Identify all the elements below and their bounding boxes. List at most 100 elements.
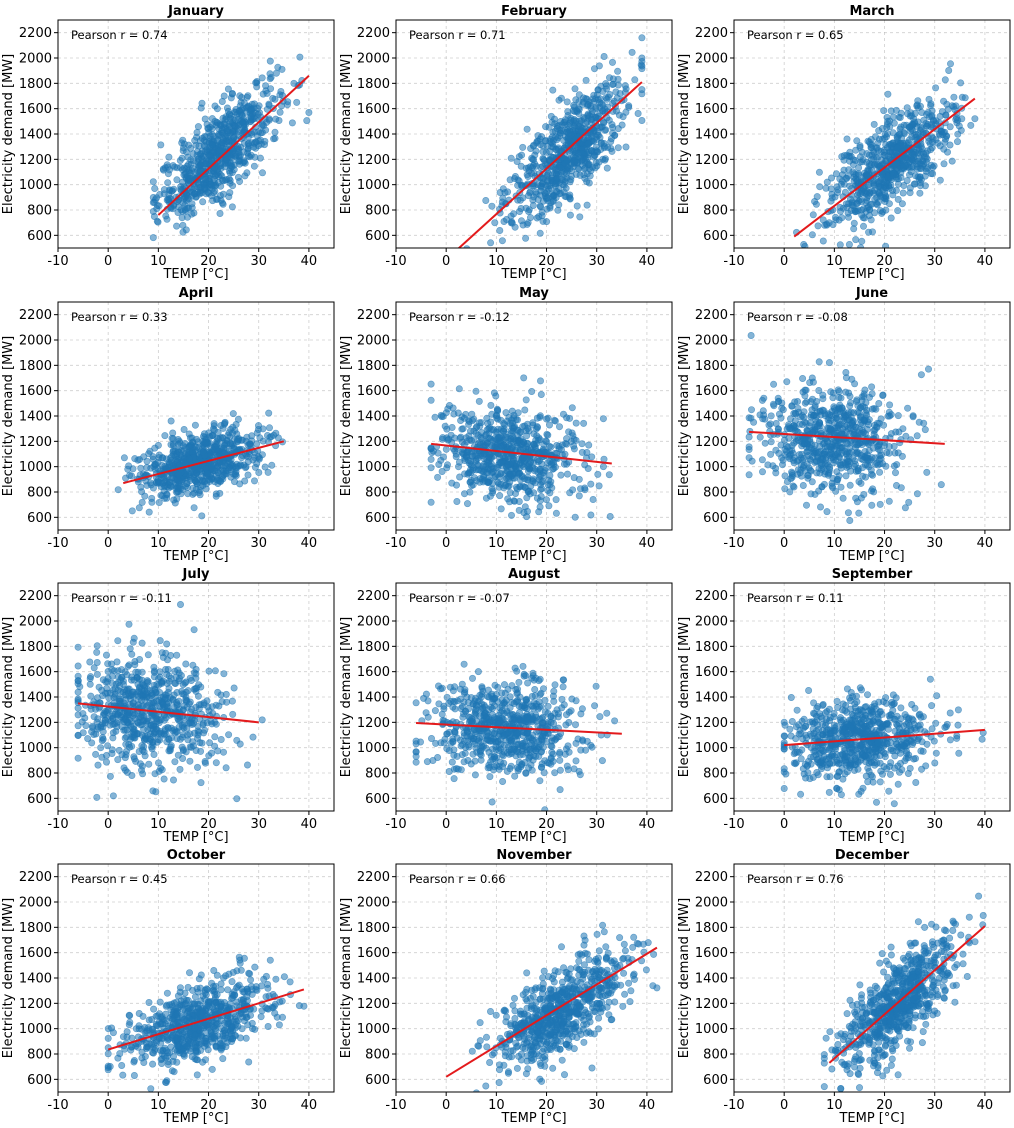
panel-title: April (179, 286, 214, 301)
data-point (255, 468, 263, 476)
data-point (529, 202, 537, 210)
data-point (522, 234, 530, 242)
y-tick-label: 1000 (19, 178, 52, 193)
data-point (221, 419, 229, 427)
y-tick-label: 1600 (357, 102, 390, 117)
data-point (758, 468, 766, 476)
data-point (820, 449, 828, 457)
data-point (143, 457, 151, 465)
data-point (836, 241, 844, 248)
data-point (103, 751, 111, 759)
pearson-annotation: Pearson r = -0.08 (747, 310, 848, 324)
data-point (587, 480, 595, 488)
data-point (221, 441, 229, 449)
data-point (231, 122, 239, 130)
y-tick-label: 1800 (19, 77, 52, 92)
data-point (485, 478, 493, 486)
data-point (262, 87, 270, 95)
data-point (128, 771, 136, 779)
data-point (90, 664, 98, 672)
pearson-annotation: Pearson r = -0.12 (409, 310, 510, 324)
data-point (228, 203, 236, 211)
data-point (160, 775, 168, 783)
data-point (833, 189, 841, 197)
data-point (808, 231, 816, 239)
data-point (472, 429, 480, 437)
data-point (103, 651, 111, 659)
data-point (897, 484, 905, 492)
data-point (174, 435, 182, 443)
data-point (201, 115, 209, 123)
data-point (216, 210, 224, 218)
data-point (800, 454, 808, 462)
data-point (185, 168, 193, 176)
data-point (858, 237, 866, 245)
data-point (845, 241, 853, 248)
data-point (576, 213, 584, 221)
data-point (442, 445, 450, 453)
data-point (188, 200, 196, 208)
x-axis-label: TEMP [°C] (500, 267, 566, 282)
data-point (634, 110, 642, 118)
data-point (524, 219, 532, 227)
data-point (541, 448, 549, 456)
data-point (481, 431, 489, 439)
data-point (892, 173, 900, 181)
data-point (182, 660, 190, 668)
data-point (537, 492, 545, 500)
data-point (173, 176, 181, 184)
data-point (887, 214, 895, 222)
x-tick-label: 10 (488, 536, 505, 551)
data-point (516, 428, 524, 436)
data-point (612, 107, 620, 115)
data-point (781, 451, 789, 459)
data-point (225, 731, 233, 739)
data-point (817, 461, 825, 469)
data-point (456, 473, 464, 481)
data-point (590, 126, 598, 134)
x-tick-label: 20 (200, 536, 217, 551)
data-point (126, 743, 134, 751)
data-point (842, 388, 850, 396)
data-point (265, 100, 273, 108)
data-point (488, 442, 496, 450)
data-point (614, 75, 622, 83)
data-point (519, 143, 527, 151)
scatter-points (74, 600, 266, 803)
data-point (494, 470, 502, 478)
data-point (120, 454, 128, 462)
data-point (814, 448, 822, 456)
data-point (575, 91, 583, 99)
data-point (431, 413, 439, 421)
data-point (220, 92, 228, 100)
data-point (507, 511, 515, 519)
data-point (816, 503, 824, 511)
data-point (619, 113, 627, 121)
data-point (474, 454, 482, 462)
data-point (253, 459, 261, 467)
data-point (827, 185, 835, 193)
y-tick-label: 1400 (19, 410, 52, 425)
data-point (869, 444, 877, 452)
data-point (868, 501, 876, 509)
data-point (201, 759, 209, 767)
data-point (875, 399, 883, 407)
data-point (758, 456, 766, 464)
data-point (265, 409, 273, 417)
data-point (516, 482, 524, 490)
data-point (581, 461, 589, 469)
data-point (852, 236, 860, 244)
data-point (788, 468, 796, 476)
data-point (811, 402, 819, 410)
data-point (173, 222, 181, 230)
data-point (93, 793, 101, 801)
data-point (180, 425, 188, 433)
data-point (781, 472, 789, 480)
data-point (490, 389, 498, 397)
data-point (575, 98, 583, 106)
data-point (258, 169, 266, 177)
data-point (261, 137, 269, 145)
data-point (563, 167, 571, 175)
data-point (870, 120, 878, 128)
data-point (211, 117, 219, 125)
